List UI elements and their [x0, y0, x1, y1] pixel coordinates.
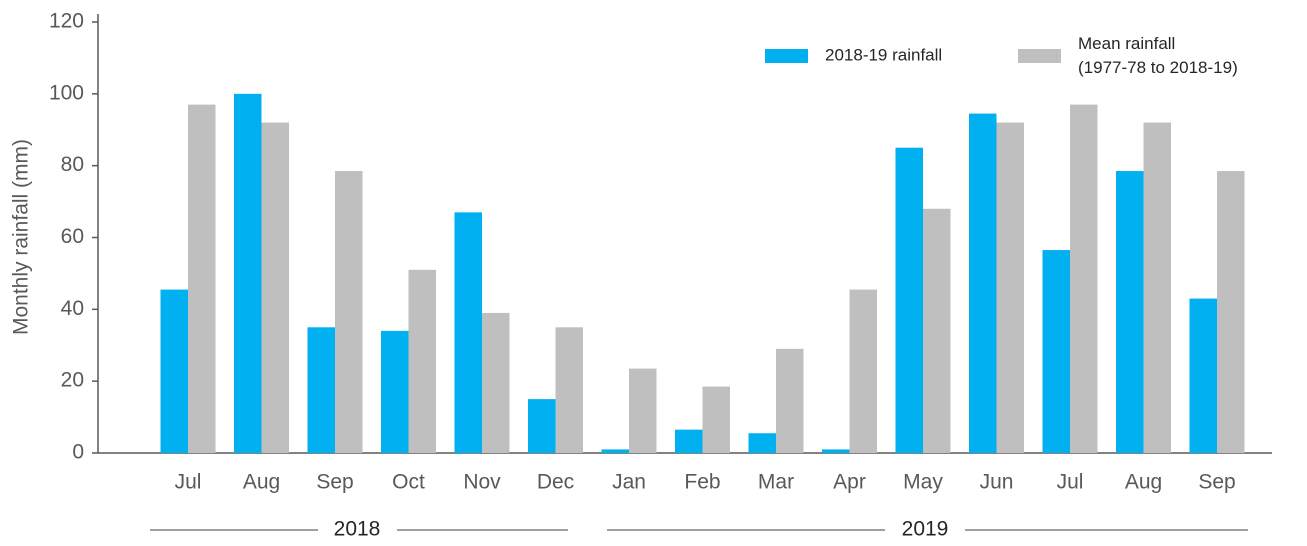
- bar: [528, 399, 556, 453]
- y-tick-label: 60: [61, 225, 84, 248]
- bar: [454, 212, 482, 453]
- y-axis-label: Monthly rainfall (mm): [10, 139, 33, 335]
- bar: [335, 171, 363, 453]
- legend-label-line: Mean rainfall: [1078, 34, 1175, 53]
- bar: [969, 113, 997, 454]
- x-tick-label: Dec: [537, 471, 574, 494]
- y-tick-label: 0: [72, 441, 84, 464]
- bar: [408, 269, 436, 453]
- x-tick-label: Nov: [463, 471, 501, 494]
- y-tick-label: 100: [49, 81, 84, 104]
- legend-label: 2018-19 rainfall: [825, 45, 942, 64]
- bar: [555, 327, 583, 453]
- bar: [996, 122, 1024, 454]
- x-tick-label: Aug: [243, 471, 280, 494]
- x-tick-label: Jul: [175, 471, 202, 494]
- bar: [923, 208, 951, 453]
- legend-swatch: [1018, 49, 1061, 63]
- bar: [307, 327, 335, 453]
- x-tick-label: Mar: [758, 471, 794, 494]
- bar: [675, 429, 703, 453]
- bar: [776, 348, 804, 453]
- bar: [1189, 298, 1217, 453]
- x-tick-label: Jun: [980, 471, 1014, 494]
- group-label: 2018: [334, 518, 381, 541]
- bar: [1070, 104, 1098, 453]
- x-tick-label: Jan: [612, 471, 646, 494]
- bar: [1042, 250, 1070, 453]
- bar: [748, 433, 776, 453]
- bar: [381, 330, 409, 453]
- x-tick-label: Oct: [392, 471, 425, 494]
- x-tick-label: Sep: [1198, 471, 1235, 494]
- bar: [702, 386, 730, 453]
- legend-label-line: (1977-78 to 2018-19): [1078, 58, 1238, 77]
- bar: [482, 312, 510, 453]
- x-tick-label: Apr: [833, 471, 866, 494]
- bar: [822, 449, 850, 453]
- x-tick-label: Aug: [1125, 471, 1162, 494]
- legend-label: Mean rainfall (1977-78 to 2018-19): [1078, 34, 1238, 77]
- bar: [160, 289, 188, 453]
- bar: [188, 104, 216, 453]
- bar: [1116, 171, 1144, 453]
- group-label: 2019: [902, 518, 949, 541]
- x-tick-label: Sep: [316, 471, 353, 494]
- bar: [895, 147, 923, 454]
- y-tick-label: 120: [49, 10, 84, 33]
- y-tick-label: 20: [61, 369, 84, 392]
- x-tick-label: May: [903, 471, 943, 494]
- bar: [629, 368, 657, 453]
- x-tick-label: Jul: [1057, 471, 1084, 494]
- bar: [261, 122, 289, 454]
- bar: [1143, 122, 1171, 454]
- legend-swatch: [765, 49, 808, 63]
- y-tick-label: 40: [61, 297, 84, 320]
- y-tick-label: 80: [61, 153, 84, 176]
- bar: [849, 289, 877, 453]
- bar: [1217, 171, 1245, 453]
- x-tick-label: Feb: [684, 471, 720, 494]
- bar: [601, 449, 629, 453]
- bar: [234, 93, 262, 453]
